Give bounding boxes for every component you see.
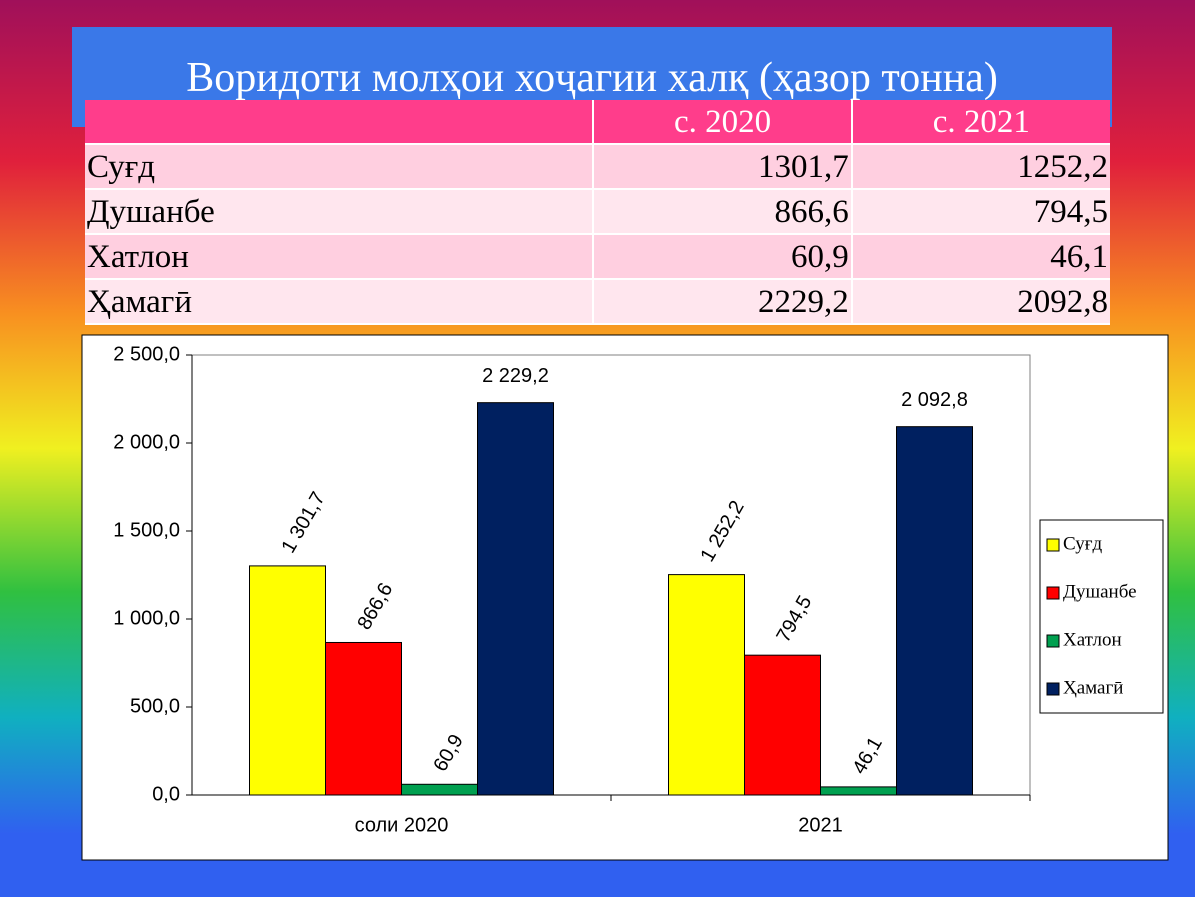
table-cell: 60,9 [592,234,852,280]
y-tick-label: 500,0 [130,695,180,717]
table-cell: Ҳамагӣ [85,279,594,325]
table-cell: 794,5 [850,189,1110,235]
legend-label: Ҳамагӣ [1063,677,1123,698]
x-tick-label: 2021 [798,814,843,836]
bar [249,565,326,796]
table-cell: 2092,8 [850,279,1110,325]
bar [401,783,478,796]
data-label: 2 229,2 [482,365,549,387]
legend-label: Суғд [1063,533,1102,554]
table-row: Ҳамагӣ 2229,2 2092,8 [85,279,1110,325]
table-cell: 1301,7 [592,144,852,190]
legend-box [1039,519,1164,714]
bar [744,654,821,796]
legend-swatch [1046,634,1060,648]
bar [820,786,897,796]
legend-swatch [1046,538,1060,552]
y-tick-label: 1 500,0 [113,519,180,541]
table-cell: Хатлон [85,234,594,280]
table-cell: 2229,2 [592,279,852,325]
table-cell: Душанбе [85,189,594,235]
legend-swatch [1046,682,1060,696]
y-tick-label: 1 000,0 [113,607,180,629]
x-tick-label: соли 2020 [355,814,449,836]
y-tick-label: 0,0 [152,783,180,805]
table-cell [85,100,594,145]
bar [668,574,745,796]
table-cell: 866,6 [592,189,852,235]
data-label: 2 092,8 [901,389,968,411]
table-cell: 46,1 [850,234,1110,280]
data-table: с. 2020 с. 2021 Суғд 1301,7 1252,2 Душанбе 866… [85,100,1110,325]
bar [896,426,973,796]
y-tick-label: 2 500,0 [113,343,180,365]
bar [325,641,402,796]
table-row: с. 2020 с. 2021 [85,100,1110,145]
y-tick-label: 2 000,0 [113,431,180,453]
legend-label: Душанбе [1063,581,1137,602]
table-row: Суғд 1301,7 1252,2 [85,144,1110,190]
chart-frame [81,334,1169,861]
legend-swatch [1046,586,1060,600]
legend-label: Хатлон [1063,629,1122,650]
table-cell: Суғд [85,144,594,190]
table-cell: 1252,2 [850,144,1110,190]
table-cell: с. 2021 [850,100,1110,145]
table-row: Хатлон 60,9 46,1 [85,234,1110,280]
table-row: Душанбе 866,6 794,5 [85,189,1110,235]
table-cell: с. 2020 [592,100,852,145]
bar [477,402,554,796]
